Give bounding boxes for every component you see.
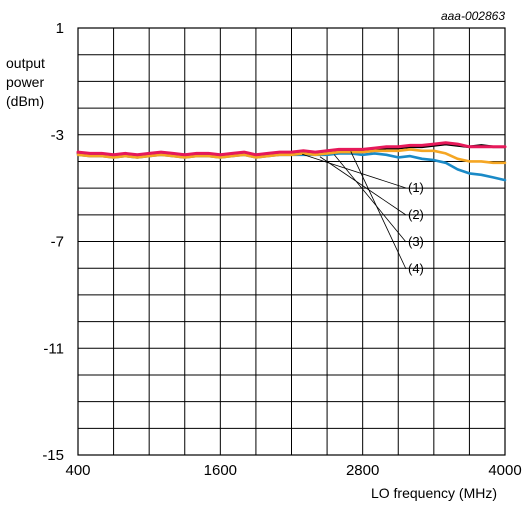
- series-line-4: [76, 141, 507, 157]
- callout-label-3: (3): [408, 234, 424, 249]
- y-tick-label: -15: [42, 447, 64, 464]
- tick-labels: 400 1600 2800 4000 1 -3 -7 -11 -15: [42, 20, 521, 479]
- y-axis-label-line-1: output: [6, 55, 45, 71]
- y-tick-label: -3: [51, 127, 64, 144]
- x-axis-label: LO frequency (MHz): [371, 485, 497, 501]
- figure-id: aaa-002863: [441, 9, 505, 23]
- x-tick-label: 1600: [204, 462, 237, 479]
- series-line-3: [76, 148, 507, 165]
- callouts: (1) (2) (3) (4): [302, 151, 424, 276]
- y-tick-label: -11: [43, 340, 64, 357]
- y-tick-label: -7: [51, 234, 64, 251]
- plot-frame: [77, 27, 506, 456]
- y-axis-label-line-3: (dBm): [6, 93, 44, 109]
- callout-label-4: (4): [408, 261, 424, 276]
- callout-line-3: [333, 154, 407, 243]
- callout-label-2: (2): [408, 207, 424, 222]
- callout-line-2: [319, 156, 407, 216]
- callout-line-1: [302, 153, 407, 189]
- y-tick-label: 1: [56, 20, 64, 37]
- callout-line-4: [350, 151, 407, 270]
- x-tick-label: 4000: [488, 462, 521, 479]
- callout-label-1: (1): [408, 180, 424, 195]
- series-layer: [76, 141, 507, 182]
- y-axis-label-line-2: power: [6, 74, 44, 90]
- x-tick-label: 2800: [346, 462, 379, 479]
- x-tick-label: 400: [65, 462, 90, 479]
- grid: [77, 27, 506, 456]
